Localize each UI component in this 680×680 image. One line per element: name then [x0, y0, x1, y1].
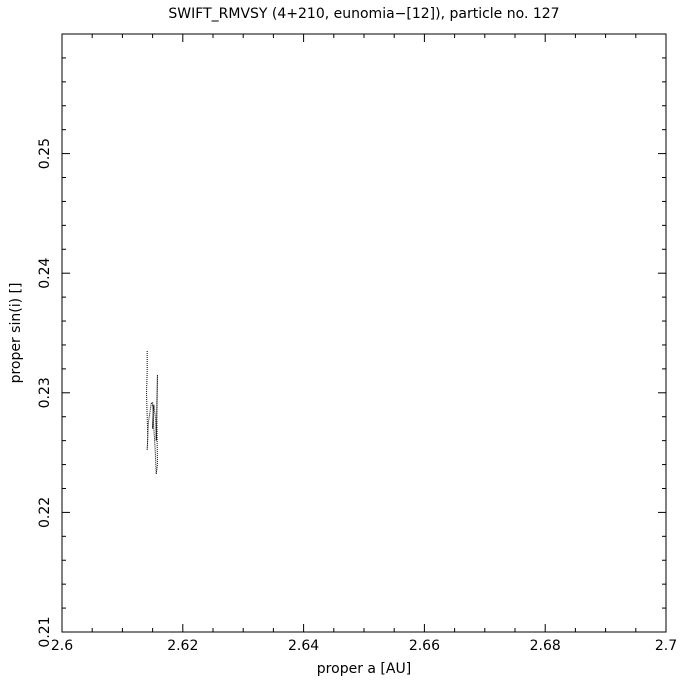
x-tick-label: 2.68 [530, 638, 561, 654]
x-tick-label: 2.64 [288, 638, 319, 654]
y-axis-label: proper sin(i) [] [8, 283, 24, 384]
data-line [146, 350, 158, 475]
y-tick-label: 0.22 [37, 497, 53, 528]
x-tick-label: 2.66 [409, 638, 440, 654]
y-tick-label: 0.21 [37, 616, 53, 647]
x-tick-label: 2.7 [655, 638, 677, 654]
y-tick-label: 0.23 [37, 377, 53, 408]
x-axis-label: proper a [AU] [317, 661, 411, 677]
x-tick-label: 2.6 [51, 638, 73, 654]
y-tick-label: 0.25 [37, 138, 53, 169]
chart-title: SWIFT_RMVSY (4+210, eunomia−[12]), parti… [168, 6, 559, 22]
plot-frame [61, 33, 667, 633]
y-tick-label: 0.24 [37, 258, 53, 289]
axes [61, 34, 667, 633]
x-tick-label: 2.62 [167, 638, 198, 654]
